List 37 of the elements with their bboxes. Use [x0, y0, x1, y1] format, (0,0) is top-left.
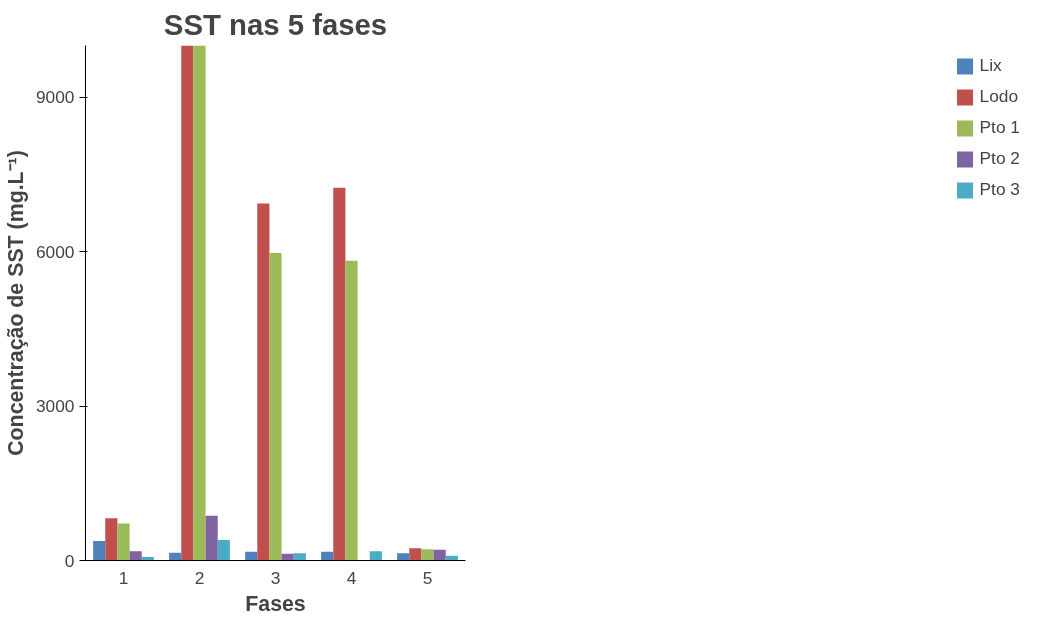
bar	[397, 553, 410, 561]
x-tick-label: 5	[422, 567, 433, 588]
legend-label: Lodo	[979, 86, 1019, 107]
bar	[245, 551, 258, 561]
bar	[257, 203, 270, 561]
x-tick-label: 2	[194, 567, 205, 588]
bar	[421, 549, 434, 561]
legend-label: Pto 2	[979, 148, 1020, 169]
x-tick-label: 4	[346, 567, 357, 588]
y-tick-label: 6000	[35, 241, 75, 262]
bar	[321, 551, 334, 561]
y-tick-label: 9000	[35, 87, 75, 107]
legend-label: Pto 3	[979, 179, 1020, 200]
bar	[129, 551, 142, 561]
y-axis-title: Concentração de SST (mg.L⁻¹)	[3, 150, 28, 456]
x-axis-title: Fases	[245, 591, 306, 616]
bar	[269, 253, 282, 561]
bar	[205, 515, 218, 561]
legend-label: Lix	[979, 55, 1002, 76]
bar	[93, 540, 106, 561]
bar	[293, 553, 306, 561]
bar	[409, 548, 422, 561]
bar	[193, 45, 206, 561]
y-tick-label: 0	[64, 550, 75, 571]
bar	[433, 549, 446, 561]
bar	[105, 518, 118, 561]
bar	[217, 539, 230, 561]
bar	[333, 187, 346, 561]
x-tick-label: 1	[118, 567, 129, 588]
x-tick-label: 3	[270, 567, 281, 588]
chart-title: SST nas 5 fases	[163, 7, 388, 41]
bar	[181, 45, 194, 561]
bar	[345, 260, 358, 561]
legend-label: Pto 1	[979, 117, 1020, 138]
bar	[117, 523, 130, 561]
y-tick-label: 3000	[35, 396, 75, 416]
bar	[369, 551, 382, 561]
